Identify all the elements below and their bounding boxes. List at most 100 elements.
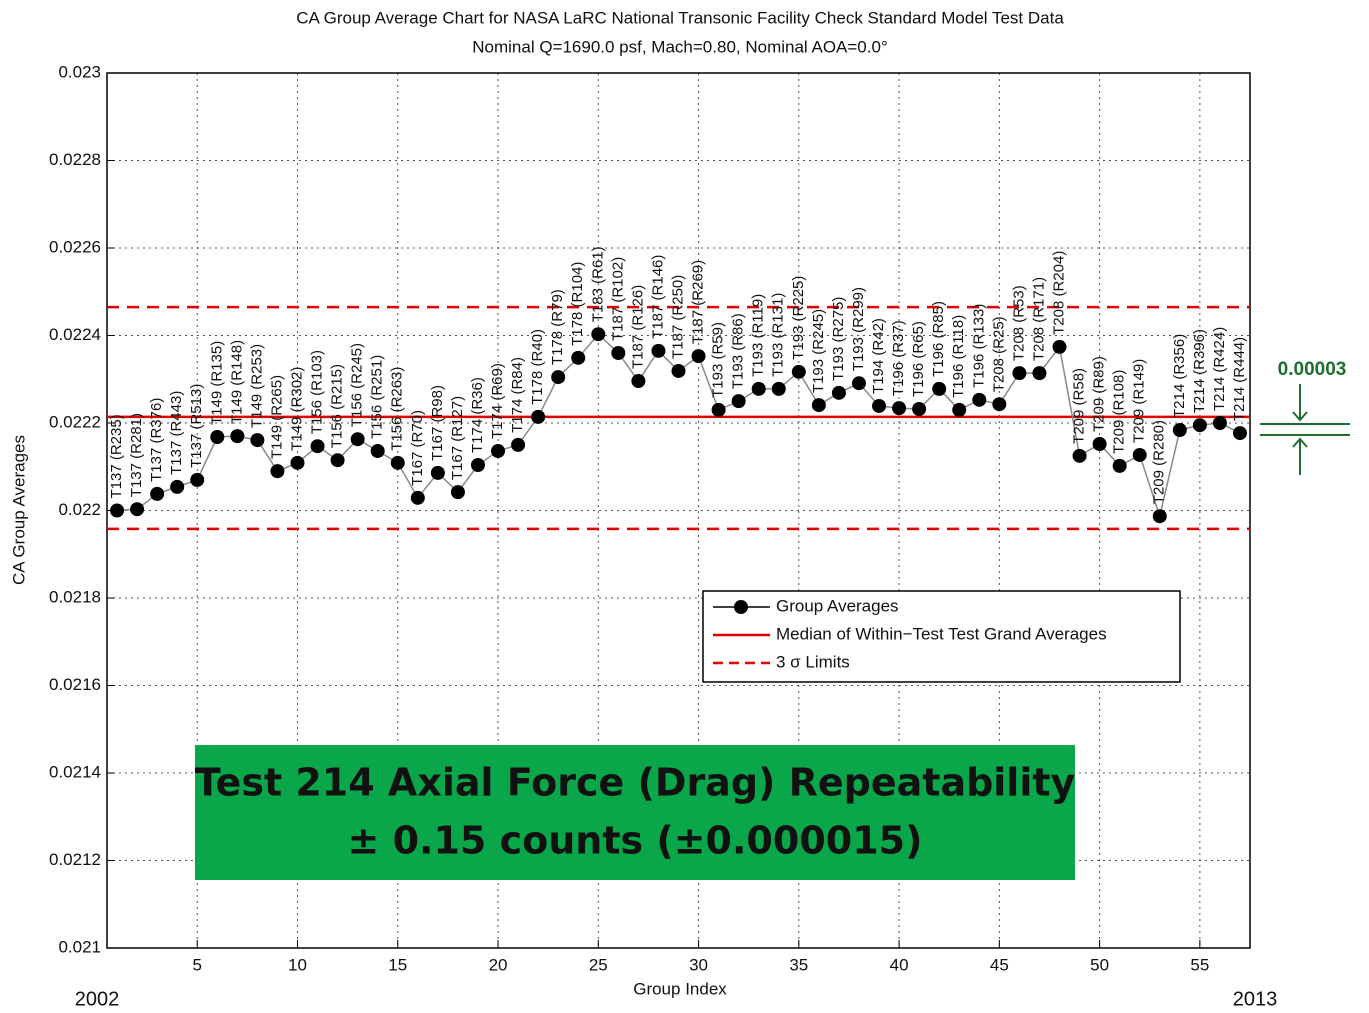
point-label: T156 (R215) xyxy=(329,364,346,448)
legend-swatch xyxy=(734,600,748,614)
point-label: T187 (R250) xyxy=(669,275,686,359)
chart-subtitle: Nominal Q=1690.0 psf, Mach=0.80, Nominal… xyxy=(472,37,888,56)
x-tick-label: 45 xyxy=(990,955,1009,974)
point-label: T193 (R86) xyxy=(730,313,747,389)
point-label: T174 (R36) xyxy=(469,377,486,453)
point-label: T208 (R204) xyxy=(1050,251,1067,335)
point-label: T183 (R61) xyxy=(589,246,606,322)
point-label: T209 (R280) xyxy=(1151,420,1168,504)
point-label: T209 (R58) xyxy=(1071,368,1088,444)
marker xyxy=(1072,448,1087,463)
point-label: T167 (R127) xyxy=(449,396,466,480)
point-label: T187 (R102) xyxy=(609,257,626,341)
y-tick-label: 0.0216 xyxy=(49,675,101,694)
marker xyxy=(210,430,225,444)
start-year: 2002 xyxy=(75,988,120,1010)
marker xyxy=(1192,418,1207,433)
marker xyxy=(310,439,325,454)
marker xyxy=(571,350,586,365)
end-year: 2013 xyxy=(1233,988,1278,1010)
y-tick-label: 0.021 xyxy=(58,937,101,956)
y-tick-label: 0.022 xyxy=(58,500,101,519)
point-label: T214 (R356) xyxy=(1171,334,1188,418)
marker xyxy=(410,490,425,505)
annotation-text: Test 214 Axial Force (Drag) Repeatabilit… xyxy=(195,761,1076,805)
point-label: T156 (R103) xyxy=(309,350,326,434)
point-label: T196 (R37) xyxy=(890,320,907,396)
marker xyxy=(1212,416,1227,430)
point-label: T193 (R299) xyxy=(850,287,867,371)
point-label: T209 (R149) xyxy=(1131,359,1148,443)
point-label: T137 (R235) xyxy=(108,414,125,498)
marker xyxy=(631,374,646,388)
point-label: T167 (R98) xyxy=(429,385,446,461)
point-label: T167 (R70) xyxy=(409,410,426,486)
point-label: T178 (R104) xyxy=(569,262,586,346)
y-tick-label: 0.0226 xyxy=(49,237,101,256)
point-label: T178 (R40) xyxy=(529,329,546,405)
x-tick-label: 35 xyxy=(789,955,808,974)
marker xyxy=(1152,509,1167,524)
point-label: T196 (R133) xyxy=(970,304,987,388)
marker xyxy=(170,479,185,494)
point-label: T187 (R126) xyxy=(629,285,646,369)
marker xyxy=(811,398,826,413)
band-label: 0.00003 xyxy=(1278,359,1347,380)
marker xyxy=(932,381,947,396)
marker xyxy=(771,381,786,396)
y-tick-label: 0.0224 xyxy=(49,325,101,344)
marker xyxy=(1052,339,1067,354)
point-label: T149 (R265) xyxy=(268,375,285,459)
marker xyxy=(751,381,766,396)
marker xyxy=(1092,437,1107,451)
marker xyxy=(872,398,887,413)
marker xyxy=(450,485,465,500)
marker xyxy=(1132,447,1147,462)
point-label: T214 (R444) xyxy=(1231,337,1248,421)
point-label: T208 (R53) xyxy=(1010,285,1027,361)
x-axis-label: Group Index xyxy=(633,979,727,998)
point-label: T194 (R42) xyxy=(870,318,887,394)
marker xyxy=(330,453,345,468)
x-tick-label: 25 xyxy=(589,955,608,974)
point-label: T208 (R171) xyxy=(1030,277,1047,361)
marker xyxy=(972,392,987,407)
marker xyxy=(470,458,485,472)
marker xyxy=(611,346,626,360)
marker xyxy=(110,503,125,518)
point-label: T193 (R131) xyxy=(770,293,787,377)
y-tick-label: 0.023 xyxy=(58,62,101,81)
marker xyxy=(130,502,145,517)
annotation-box xyxy=(195,745,1075,880)
marker xyxy=(671,363,686,378)
legend-label: Group Averages xyxy=(776,596,899,615)
point-label: T209 (R108) xyxy=(1111,370,1128,454)
point-label: T214 (R396) xyxy=(1191,329,1208,413)
marker xyxy=(591,327,606,342)
marker xyxy=(851,376,866,391)
y-axis-label: CA Group Averages xyxy=(9,435,28,585)
marker xyxy=(912,402,927,416)
marker xyxy=(511,437,526,452)
point-label: T156 (R245) xyxy=(349,343,366,427)
point-label: T174 (R69) xyxy=(489,363,506,439)
marker xyxy=(190,472,205,487)
marker xyxy=(952,402,967,417)
x-tick-label: 40 xyxy=(890,955,909,974)
marker xyxy=(250,433,265,448)
y-tick-label: 0.0222 xyxy=(49,412,101,431)
point-label: T193 (R225) xyxy=(790,276,807,360)
point-label: T156 (R263) xyxy=(389,367,406,451)
point-label: T187 (R269) xyxy=(690,260,707,344)
marker xyxy=(491,444,506,458)
marker xyxy=(430,465,445,480)
point-label: T193 (R119) xyxy=(750,294,767,377)
point-label: T196 (R118) xyxy=(950,315,967,398)
marker xyxy=(1032,366,1047,381)
point-label: T193 (R275) xyxy=(830,297,847,381)
band-marker xyxy=(1260,384,1350,475)
y-tick-label: 0.0218 xyxy=(49,587,101,606)
point-label: T209 (R89) xyxy=(1091,356,1108,432)
point-label: T193 (R59) xyxy=(710,322,727,398)
